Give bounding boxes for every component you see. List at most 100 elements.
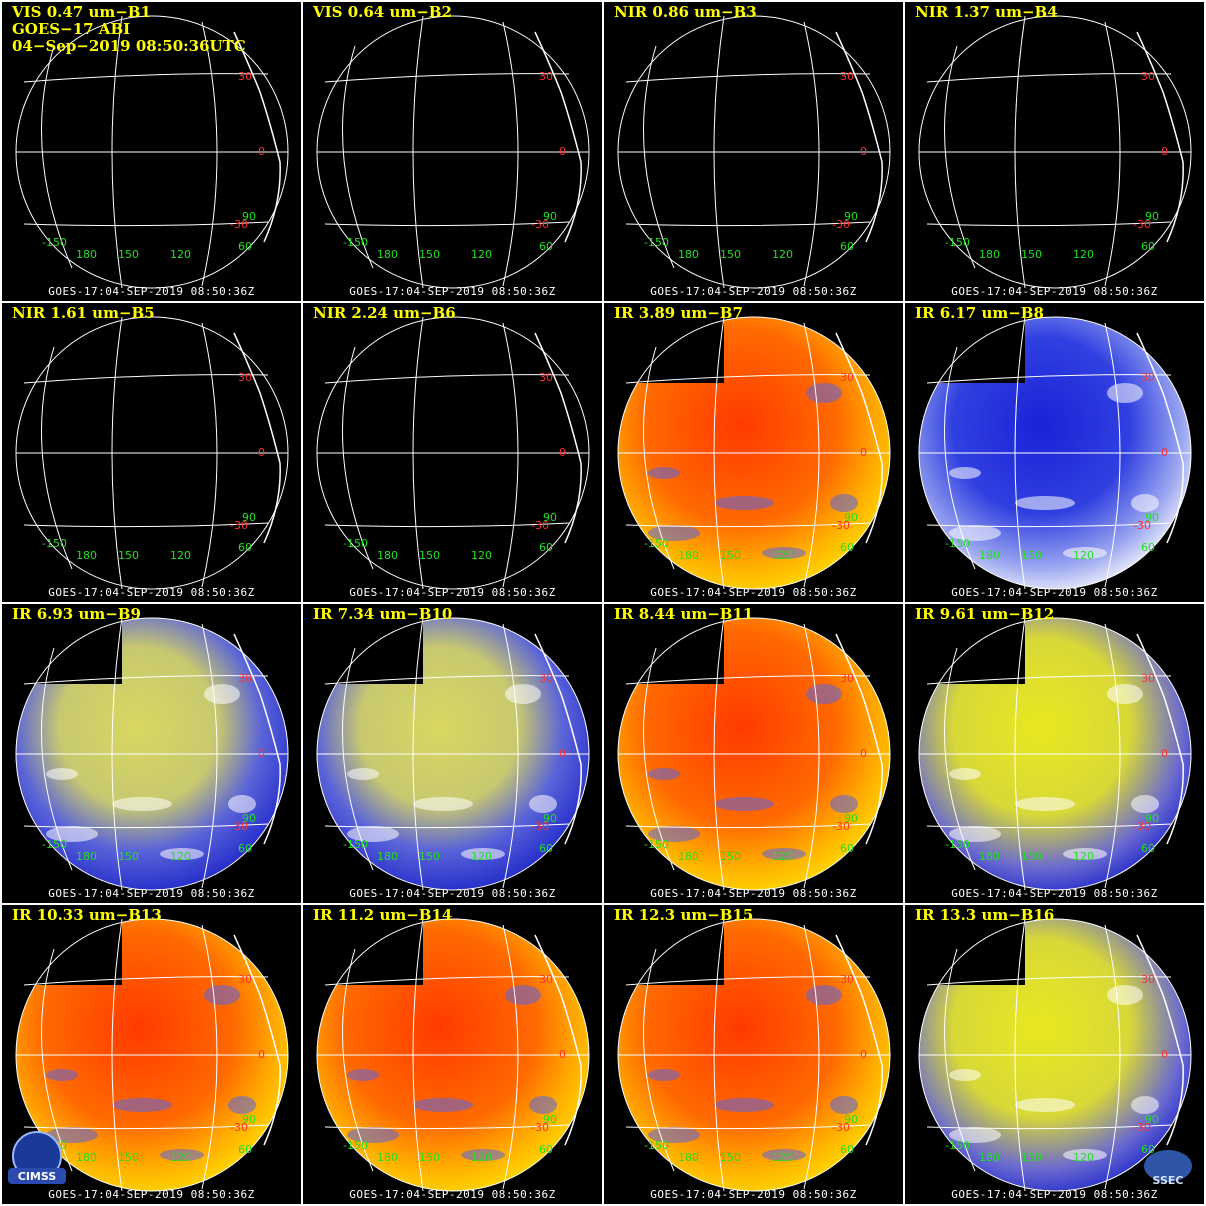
grid-label: 90 [543, 511, 557, 524]
band-label: NIR 2.24 um−B6 [313, 304, 456, 322]
band-panel: 30 0 -30 90 -150 180 150 120 60 IR 8.44 um−B11 GOE… [604, 604, 903, 903]
missing-data-region [323, 919, 423, 985]
cloud-feature [949, 768, 981, 780]
grid-label: -30 [230, 519, 248, 532]
band-label: IR 9.61 um−B12 [915, 605, 1055, 623]
grid-label: 150 [419, 248, 440, 261]
cloud-feature [1063, 848, 1107, 860]
grid-label: -150 [644, 236, 669, 249]
cloud-feature [1015, 1098, 1075, 1112]
cloud-feature [413, 1098, 473, 1112]
band-panel: 30 0 -30 90 -150 180 150 120 60 VIS 0.47 um−B1 GOE… [2, 2, 301, 301]
grid-label: 120 [170, 248, 191, 261]
grid-label: 150 [419, 549, 440, 562]
grid-label: 90 [1145, 210, 1159, 223]
grid-label: 150 [118, 850, 139, 863]
band-label: IR 10.33 um−B13 [12, 906, 162, 924]
cloud-feature [347, 1127, 399, 1143]
panel-timestamp: GOES-17:04-SEP-2019 08:50:36Z [951, 285, 1158, 298]
band-title: IR 6.93 um−B9 [12, 606, 141, 623]
cloud-feature [648, 1069, 680, 1081]
cloud-feature [648, 826, 700, 842]
grid-label: 0 [860, 145, 867, 158]
grid-label: 150 [720, 1151, 741, 1164]
band-panel: 30 0 -30 90 -150 180 150 120 60 IR 6.93 um−B9 GOES… [2, 604, 301, 903]
band-title: IR 6.17 um−B8 [915, 305, 1044, 322]
cloud-feature [762, 848, 806, 860]
panel-timestamp: GOES-17:04-SEP-2019 08:50:36Z [48, 887, 255, 900]
grid-label: 30 [1141, 70, 1155, 83]
panel-timestamp: GOES-17:04-SEP-2019 08:50:36Z [650, 887, 857, 900]
coastline [1136, 934, 1184, 1146]
band-panel: 30 0 -30 90 -150 180 150 120 60 IR 3.89 um−B7 GOES… [604, 303, 903, 602]
grid-label: 120 [772, 549, 793, 562]
graticule [617, 918, 891, 1192]
cloud-feature [46, 1127, 98, 1143]
grid-label: 180 [979, 549, 1000, 562]
grid-label: 90 [242, 210, 256, 223]
band-panel: 30 0 -30 90 -150 180 150 120 60 IR 12.3 um−B15 GOE… [604, 905, 903, 1204]
missing-data-region [624, 618, 724, 684]
cloud-feature [949, 1069, 981, 1081]
grid-label: 150 [1021, 850, 1042, 863]
grid-label: 30 [1141, 973, 1155, 986]
cloud-feature [806, 985, 842, 1005]
cloud-feature [112, 1098, 172, 1112]
grid-label: 90 [543, 812, 557, 825]
grid-label: 30 [539, 672, 553, 685]
band-title: IR 10.33 um−B13 [12, 907, 162, 924]
cloud-feature [160, 1149, 204, 1161]
grid-label: 150 [419, 850, 440, 863]
missing-data-region [22, 618, 122, 684]
grid-label: 30 [840, 371, 854, 384]
grid-label: -30 [230, 820, 248, 833]
graticule [918, 316, 1192, 590]
cloud-feature [830, 795, 858, 813]
satellite-label: GOES−17 ABI [12, 20, 131, 38]
cloud-feature [648, 467, 680, 479]
grid-label: 90 [1145, 1113, 1159, 1126]
grid-label: 180 [678, 1151, 699, 1164]
coastline [534, 332, 582, 544]
grid-label: 0 [860, 1048, 867, 1061]
grid-label: 60 [840, 541, 854, 554]
band-title: NIR 2.24 um−B6 [313, 305, 456, 322]
cloud-feature [762, 1149, 806, 1161]
graticule [15, 918, 289, 1192]
graticule [316, 918, 590, 1192]
grid-label: -150 [42, 838, 67, 851]
grid-label: 180 [979, 850, 1000, 863]
cloud-feature [949, 826, 1001, 842]
panel-timestamp: GOES-17:04-SEP-2019 08:50:36Z [48, 285, 255, 298]
missing-data-region [624, 317, 724, 383]
coastline [835, 934, 883, 1146]
grid-label: 60 [840, 240, 854, 253]
coastline [534, 633, 582, 845]
cloud-feature [830, 1096, 858, 1114]
panel-timestamp: GOES-17:04-SEP-2019 08:50:36Z [650, 1188, 857, 1201]
band-label: VIS 0.47 um−B1 [12, 3, 151, 21]
svg-text:SSEC: SSEC [1153, 1174, 1184, 1187]
band-label: IR 6.17 um−B8 [915, 304, 1044, 322]
grid-label: 180 [678, 850, 699, 863]
grid-label: 120 [772, 248, 793, 261]
grid-label: 120 [1073, 549, 1094, 562]
grid-label: 150 [118, 1151, 139, 1164]
cloud-feature [714, 496, 774, 510]
grid-label: 120 [170, 1151, 191, 1164]
grid-label: 180 [76, 1151, 97, 1164]
band-label: IR 8.44 um−B11 [614, 605, 754, 623]
grid-label: 30 [1141, 672, 1155, 685]
grid-label: 60 [840, 842, 854, 855]
grid-label: -150 [945, 236, 970, 249]
grid-label: 120 [1073, 850, 1094, 863]
cloud-feature [461, 848, 505, 860]
cloud-feature [1131, 795, 1159, 813]
grid-label: 60 [1141, 240, 1155, 253]
grid-label: 0 [559, 145, 566, 158]
